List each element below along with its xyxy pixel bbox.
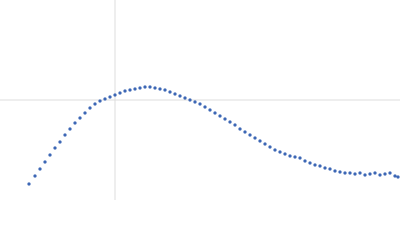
- point: [198, 102, 202, 106]
- point: [233, 123, 237, 127]
- point: [38, 167, 42, 171]
- point: [183, 96, 187, 100]
- point: [108, 95, 112, 99]
- point: [208, 108, 212, 112]
- point: [238, 127, 242, 131]
- point: [218, 114, 222, 118]
- point: [178, 94, 182, 98]
- point: [288, 154, 292, 158]
- point: [263, 142, 267, 146]
- point: [396, 175, 400, 179]
- point: [258, 139, 262, 143]
- point: [98, 99, 102, 103]
- point: [388, 171, 392, 175]
- point: [253, 136, 257, 140]
- point: [303, 159, 307, 163]
- point: [68, 127, 72, 131]
- point: [43, 160, 47, 164]
- point: [193, 100, 197, 104]
- point: [343, 171, 347, 175]
- point: [348, 171, 352, 175]
- point: [223, 117, 227, 121]
- point: [358, 171, 362, 175]
- point: [33, 174, 37, 178]
- point: [143, 85, 147, 89]
- point: [188, 98, 192, 102]
- point: [78, 116, 82, 120]
- point: [133, 87, 137, 91]
- point: [313, 163, 317, 167]
- point: [103, 97, 107, 101]
- point: [293, 155, 297, 159]
- point: [363, 173, 367, 177]
- point: [278, 150, 282, 154]
- point: [148, 85, 152, 89]
- point: [203, 105, 207, 109]
- point: [328, 167, 332, 171]
- point: [333, 169, 337, 173]
- point: [323, 166, 327, 170]
- point: [118, 91, 122, 95]
- point: [298, 156, 302, 160]
- point: [163, 88, 167, 92]
- point: [213, 111, 217, 115]
- point: [73, 121, 77, 125]
- point: [173, 92, 177, 96]
- point: [373, 171, 377, 175]
- point: [128, 88, 132, 92]
- point: [248, 133, 252, 137]
- point: [113, 93, 117, 97]
- point: [58, 140, 62, 144]
- point: [158, 87, 162, 91]
- point: [168, 90, 172, 94]
- point: [393, 174, 397, 178]
- point: [228, 120, 232, 124]
- point: [353, 172, 357, 176]
- point: [83, 111, 87, 115]
- point: [378, 173, 382, 177]
- point: [138, 86, 142, 90]
- point: [63, 133, 67, 137]
- point: [368, 172, 372, 176]
- point: [268, 145, 272, 149]
- point: [273, 148, 277, 152]
- point: [338, 170, 342, 174]
- point: [88, 106, 92, 110]
- point: [153, 86, 157, 90]
- point: [318, 164, 322, 168]
- point: [243, 130, 247, 134]
- point: [27, 182, 31, 186]
- point: [123, 89, 127, 93]
- point: [383, 172, 387, 176]
- point: [308, 161, 312, 165]
- point: [283, 152, 287, 156]
- point: [48, 153, 52, 157]
- point: [53, 146, 57, 150]
- point: [93, 102, 97, 106]
- chart: [0, 0, 400, 200]
